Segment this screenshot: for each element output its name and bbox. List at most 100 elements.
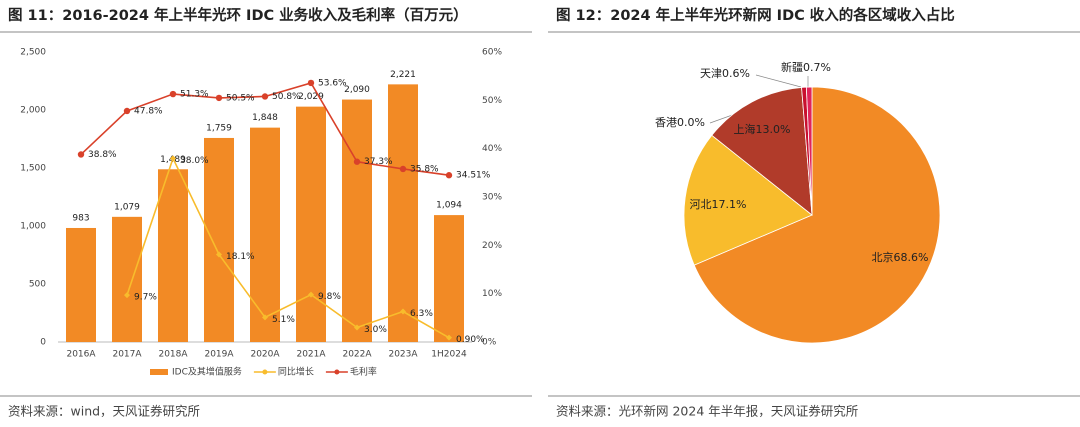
line-marker: [262, 314, 268, 321]
y-tick-label: 1,000: [20, 222, 46, 232]
y2-tick-label: 20%: [482, 241, 502, 251]
x-tick-label: 2019A: [204, 350, 234, 360]
bar-label: 1,759: [206, 123, 232, 133]
line-marker: [307, 79, 315, 87]
point-label: 53.6%: [318, 78, 347, 88]
line-marker: [124, 292, 130, 299]
legend-label: IDC及其增值服务: [172, 366, 242, 378]
bar: [342, 99, 372, 342]
y-tick-label: 0: [40, 338, 46, 348]
point-label: 5.1%: [272, 315, 295, 325]
bar: [112, 216, 142, 342]
line-marker: [169, 90, 177, 98]
slice-category: 天津: [700, 67, 722, 80]
point-label: 9.8%: [318, 292, 341, 302]
slice-label: 上海13.0%: [734, 122, 791, 136]
y-tick-label: 1,500: [20, 164, 46, 174]
source: 资料来源：wind，天风证券研究所: [8, 404, 200, 419]
line: [126, 156, 450, 339]
point-label: 50.5%: [226, 93, 255, 103]
line-marker: [354, 324, 360, 331]
point-label: 50.8%: [272, 92, 301, 102]
pie-slice: [805, 86, 813, 216]
x-tick-label: 2018A: [158, 350, 188, 360]
bar: [66, 227, 96, 342]
y2-tick-label: 30%: [482, 193, 502, 203]
bar: [158, 169, 188, 342]
chart-title: 图 11：2016-2024 年上半年光环 IDC 业务收入及毛利率（百万元）: [8, 6, 468, 24]
point-label: 6.3%: [410, 309, 433, 319]
point-label: 34.51%: [456, 171, 491, 181]
chart-title: 图 12：2024 年上半年光环新网 IDC 收入的各区域收入占比: [556, 6, 955, 24]
bar: [296, 106, 326, 342]
line-marker: [77, 151, 85, 158]
legend-swatch: [334, 369, 340, 375]
line-marker: [400, 308, 406, 315]
point-label: 38.8%: [88, 150, 117, 160]
legend-label: 同比增长: [278, 366, 314, 378]
slice-value: 68.6%: [894, 251, 929, 264]
slice-category: 上海: [734, 122, 756, 136]
x-tick-label: 2020A: [250, 350, 280, 360]
bar-label: 1,094: [436, 201, 462, 211]
pie-slice: [693, 86, 941, 344]
y2-tick-label: 50%: [482, 96, 502, 106]
point-label: 37.3%: [364, 157, 393, 167]
line-marker: [446, 334, 452, 341]
bar: [250, 127, 280, 342]
bar-label: 1,079: [114, 202, 140, 212]
line-marker: [399, 165, 407, 173]
y-tick-label: 2,500: [20, 48, 46, 58]
x-tick-label: 2022A: [342, 350, 372, 360]
point-label: 51.3%: [180, 90, 209, 100]
bar: [434, 215, 464, 342]
legend-label: 毛利率: [350, 366, 377, 378]
line-marker: [170, 155, 176, 162]
line-marker: [261, 93, 269, 100]
point-label: 35.8%: [410, 164, 439, 174]
y2-tick-label: 0%: [482, 338, 497, 348]
y2-tick-label: 40%: [482, 144, 502, 154]
bar: [388, 84, 418, 342]
bar-label: 2,029: [298, 92, 324, 102]
slice-label: 香港0.0%: [655, 116, 705, 129]
slice-value: 0.0%: [677, 116, 705, 129]
slice-label: 北京68.6%: [872, 250, 929, 264]
bar: [204, 137, 234, 342]
bar-label: 2,221: [390, 70, 416, 80]
x-tick-label: 2016A: [66, 350, 96, 360]
line-marker: [123, 107, 131, 115]
y-tick-label: 500: [29, 280, 46, 290]
source: 资料来源：光环新网 2024 年半年报，天风证券研究所: [556, 404, 858, 419]
point-label: 38.0%: [180, 156, 209, 166]
point-label: 3.0%: [364, 325, 387, 335]
slice-label: 天津0.6%: [700, 67, 750, 80]
point-label: 47.8%: [134, 106, 163, 116]
slice-label: 新疆0.7%: [781, 60, 831, 74]
x-tick-label: 2023A: [388, 350, 418, 360]
legend-swatch: [262, 369, 268, 375]
x-tick-label: 1H2024: [431, 350, 467, 360]
slice-category: 北京: [872, 250, 894, 264]
y-tick-label: 2,000: [20, 106, 46, 116]
line-marker: [445, 172, 453, 179]
pie-slice: [711, 86, 813, 216]
slice-value: 0.6%: [722, 67, 750, 80]
bar-label: 983: [72, 213, 89, 223]
slice-value: 0.7%: [803, 61, 831, 74]
slice-label: 河北17.1%: [690, 198, 747, 211]
x-tick-label: 2021A: [296, 350, 326, 360]
legend-swatch: [150, 369, 168, 375]
line-marker: [353, 158, 361, 165]
bar-label: 2,090: [344, 85, 370, 95]
point-label: 0.90%: [456, 335, 485, 345]
slice-value: 17.1%: [712, 198, 747, 211]
bar-label: 1,848: [252, 113, 278, 123]
point-label: 18.1%: [226, 252, 255, 262]
slice-value: 13.0%: [756, 123, 791, 136]
slice-category: 河北: [690, 198, 712, 211]
slice-category: 新疆: [781, 60, 803, 74]
y2-tick-label: 60%: [482, 48, 502, 58]
x-tick-label: 2017A: [112, 350, 142, 360]
